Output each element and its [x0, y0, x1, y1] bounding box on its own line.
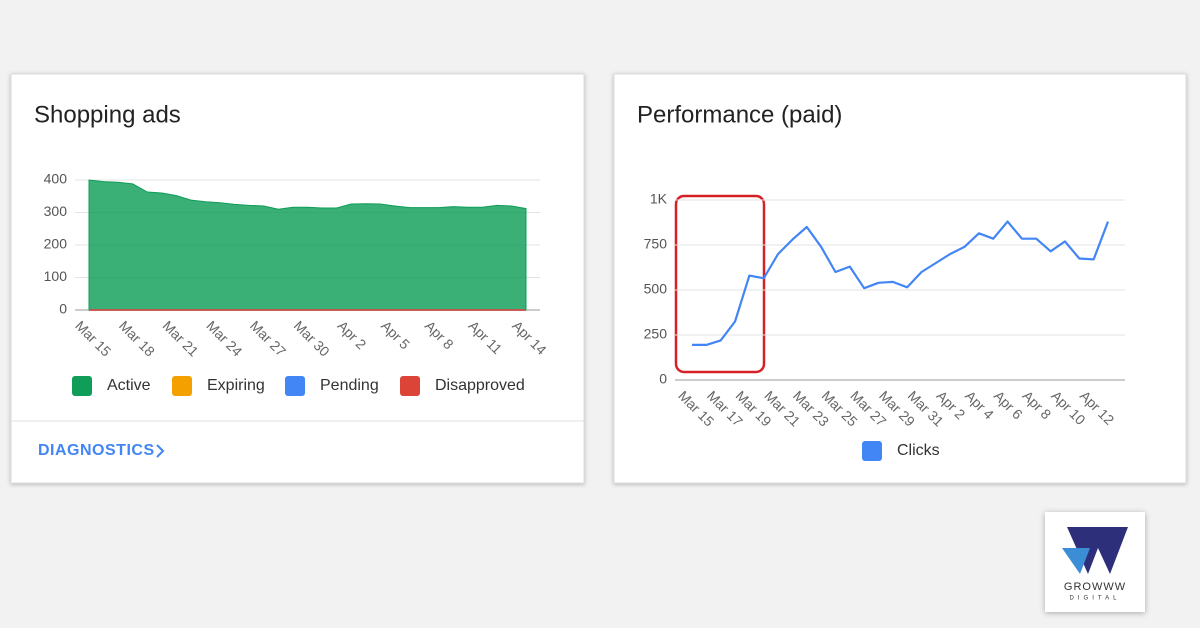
logo-shape	[1067, 527, 1128, 574]
legend-swatch	[862, 441, 882, 461]
legend-label: Expiring	[207, 377, 265, 394]
y-tick-label: 0	[659, 371, 667, 387]
y-tick-label: 250	[644, 326, 668, 342]
chevron[interactable]	[156, 444, 165, 458]
logo-name: GROWWW	[1064, 581, 1126, 593]
legend-label: Clicks	[897, 442, 940, 459]
card-title: Performance (paid)	[637, 101, 842, 128]
y-tick-label: 100	[44, 268, 68, 284]
legend-swatch	[285, 376, 305, 396]
legend-swatch	[400, 376, 420, 396]
legend-label: Pending	[320, 377, 379, 394]
legend-swatch	[172, 376, 192, 396]
legend-label: Active	[107, 377, 151, 394]
highlight-box	[674, 194, 766, 374]
legend-label: Disapproved	[435, 377, 525, 394]
y-tick-label: 750	[644, 236, 668, 252]
y-tick-label: 300	[44, 203, 68, 219]
legend-swatch	[72, 376, 92, 396]
logo-subtitle: DIGITAL	[1070, 596, 1121, 602]
card-title: Shopping ads	[34, 101, 181, 128]
y-tick-label: 1K	[650, 191, 668, 207]
y-tick-label: 400	[44, 171, 68, 187]
y-tick-label: 0	[59, 301, 67, 317]
series-line	[692, 220, 1110, 346]
logo-shape	[1062, 548, 1090, 574]
card	[613, 73, 1187, 484]
y-tick-label: 200	[44, 236, 68, 252]
y-tick-label: 500	[644, 281, 668, 297]
diagnostics-link[interactable]: DIAGNOSTICS	[38, 442, 155, 459]
area	[88, 179, 527, 311]
